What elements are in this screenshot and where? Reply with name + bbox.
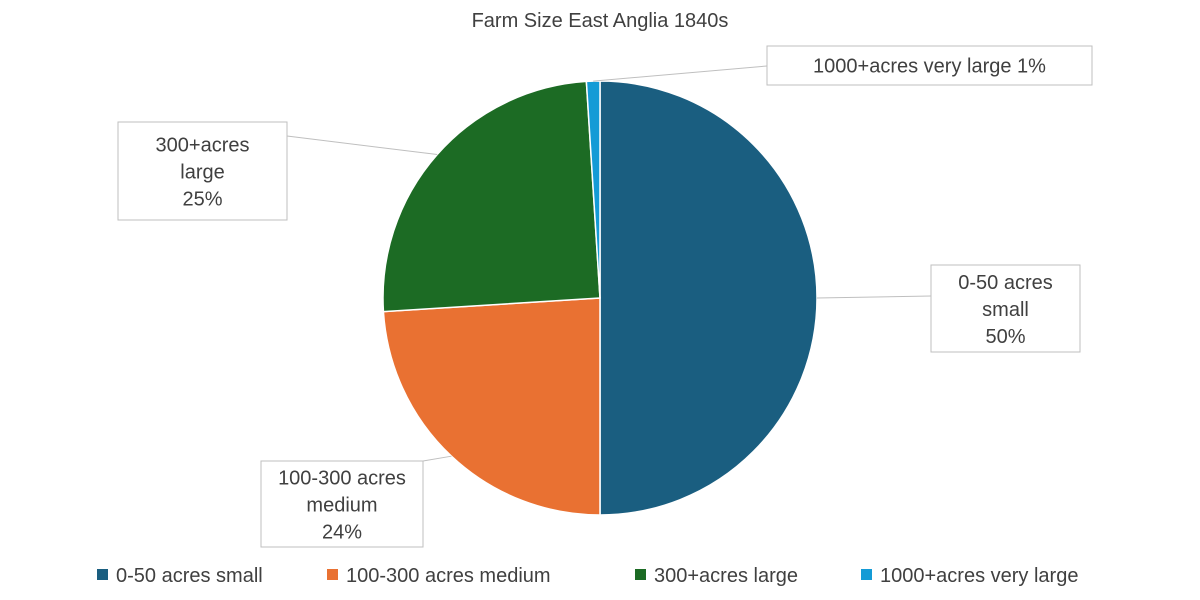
leader-line-1000-acres-very-large [593,65,768,82]
pie-slice-100-300-acres-medium [382,297,601,516]
data-label-text: 1000+acres very large 1% [813,56,1046,78]
legend: 0-50 acres small 100-300 acres medium 300+… [97,565,1078,587]
legend-swatch [327,569,338,580]
legend-label: 100-300 acres medium [346,565,551,587]
leader-line-300-acres-large [286,135,438,155]
data-label-text: 100-300 acres [278,468,406,490]
data-label-text: small [982,299,1029,321]
legend-label: 0-50 acres small [116,565,263,587]
data-label-percent: 1% [1017,56,1046,78]
data-label-box [260,460,424,548]
pie-slices [382,80,818,516]
leader-line-100-300-acres-medium [422,455,452,462]
legend-item-300-acres-large: 300+acres large [635,565,798,587]
legend-item-0-50-acres-small: 0-50 acres small [97,565,263,587]
data-label-1000-acres-very-large: 1000+acres very large 1% [766,45,1093,86]
data-label-percent: 24% [322,522,362,544]
data-labels: 0-50 acres small 50% 100-300 acres medium 24%… [117,45,1093,548]
data-label-percent: 25% [182,189,222,211]
legend-swatch [861,569,872,580]
legend-item-1000-acres-very-large: 1000+acres very large [861,565,1078,587]
legend-item-100-300-acres-medium: 100-300 acres medium [327,565,551,587]
leader-line-0-50-acres-small [816,295,932,299]
data-label-text: 0-50 acres [958,272,1053,294]
chart-title: Farm Size East Anglia 1840s [472,10,729,32]
legend-swatch [635,569,646,580]
pie-slice-0-50-acres-small [599,80,818,516]
data-label-box [766,45,1093,86]
data-label-text: large [180,162,224,184]
legend-label: 300+acres large [654,565,798,587]
data-label-300-acres-large: 300+acres large 25% [117,121,288,221]
data-label-text: 300+acres [156,135,250,157]
data-label-box [930,264,1081,353]
leader-lines [286,65,932,462]
legend-swatch [97,569,108,580]
data-label-text: medium [306,495,377,517]
data-label-percent: 50% [985,326,1025,348]
pie-slice-300-acres-large [382,80,601,313]
data-label-100-300-acres-medium: 100-300 acres medium 24% [260,460,424,548]
data-label-0-50-acres-small: 0-50 acres small 50% [930,264,1081,353]
legend-label: 1000+acres very large [880,565,1078,587]
data-label-box [117,121,288,221]
